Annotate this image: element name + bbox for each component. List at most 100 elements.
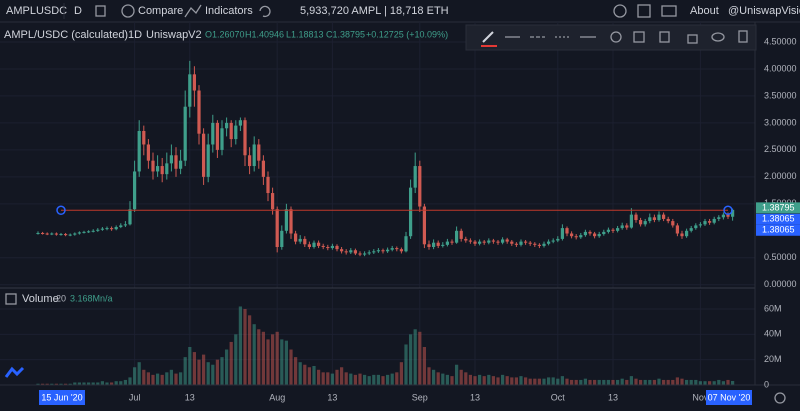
delete[interactable] [738,30,748,43]
candle-body [431,242,436,247]
candle-body [36,232,40,234]
y-tick-label: 0.50000 [764,252,797,262]
y-tick-label: 2.50000 [764,144,797,154]
candle-body [330,245,335,249]
volume-bar [36,383,40,385]
volume-bar [169,369,174,385]
compare[interactable]: Compare [138,5,183,17]
candle-body [454,230,459,243]
candle-body [588,231,592,234]
volume-bar [349,373,353,385]
volume-bar [68,383,72,385]
volume-bar [634,378,638,385]
indicators-icon[interactable] [184,4,202,18]
volume-bar [648,379,652,385]
undo[interactable] [259,5,271,18]
legend-source: UniswapV2 [146,29,202,41]
candle-body [224,122,229,129]
interval[interactable]: D [74,5,82,17]
volume-bar [436,372,440,385]
volume-bar [514,377,519,385]
candle-body [579,235,583,238]
volume-bar [418,331,422,385]
indicators[interactable]: Indicators [205,5,253,17]
x-tick-label: Sep [412,392,428,402]
volume-bar [307,367,312,385]
candle-body [404,236,408,252]
x-tick-label: Aug [269,392,285,402]
volume-bar [289,349,293,385]
volume-bar [431,369,436,385]
volume-bar [390,373,394,385]
account[interactable]: @UniswapVision [728,5,800,17]
candle-body [500,239,505,243]
candle-body [183,106,187,161]
volume-bar [427,367,431,385]
candle-body [661,214,666,219]
volume-bar [477,374,482,385]
candle-body [712,218,716,223]
symbol[interactable]: AMPLUSDC [6,5,67,17]
volume-bar [703,381,707,385]
candle-body [648,217,652,222]
volume-bar [335,369,339,385]
candle-body [519,241,523,245]
volume-bar [220,357,224,385]
candle-icon[interactable] [95,5,106,17]
volume-bar [40,383,45,385]
candle-body [537,244,542,246]
volume-bar [215,359,220,385]
candle-body [477,241,482,244]
volume-bar [59,383,63,385]
volume-bar [165,372,169,385]
volume-bar [266,339,270,385]
candle-body [77,232,82,234]
settings[interactable] [613,4,627,18]
about[interactable]: About [690,5,719,17]
volume-bar [257,329,261,385]
candle-body [339,249,344,252]
volume-bar [316,369,321,385]
volume-bar [211,364,215,385]
lock[interactable] [687,34,698,44]
volume-bar [459,369,463,385]
clone[interactable] [659,31,670,43]
compare-icon[interactable] [121,4,135,18]
axis-settings[interactable] [774,392,786,404]
x-tick-label: 13 [608,392,618,402]
candle-body [247,155,252,167]
candle-body [514,243,519,245]
collapse[interactable] [5,293,17,305]
volume-bar [280,339,284,385]
volume-bar [298,362,302,385]
candle-body [395,248,399,250]
fullscreen[interactable] [637,4,651,18]
candle-body [165,163,169,175]
volume-bar [275,331,279,385]
candle-body [109,228,114,230]
candle-body [335,245,339,250]
pencil[interactable] [482,31,494,43]
candle-body [174,155,178,169]
candle-body [270,193,275,210]
candle-body [565,228,569,234]
candle-body [86,231,91,233]
candle-body [344,251,348,253]
volume-bar [565,378,569,385]
volume-bar [671,379,675,385]
snapshot[interactable] [661,5,677,17]
candle-body [450,241,454,243]
volume-bar [468,374,473,385]
candle-body [657,214,661,221]
volume-bar [542,378,546,385]
candle-body [142,130,146,145]
settings[interactable] [610,31,622,43]
volume-bar [63,383,68,385]
template[interactable] [633,31,645,43]
price-badge-label: 1.38795 [762,202,795,212]
logo[interactable] [4,366,25,378]
volume-bar [519,376,523,385]
candle-body [349,250,353,253]
volume-bar [528,378,532,385]
visibility[interactable] [711,32,725,42]
